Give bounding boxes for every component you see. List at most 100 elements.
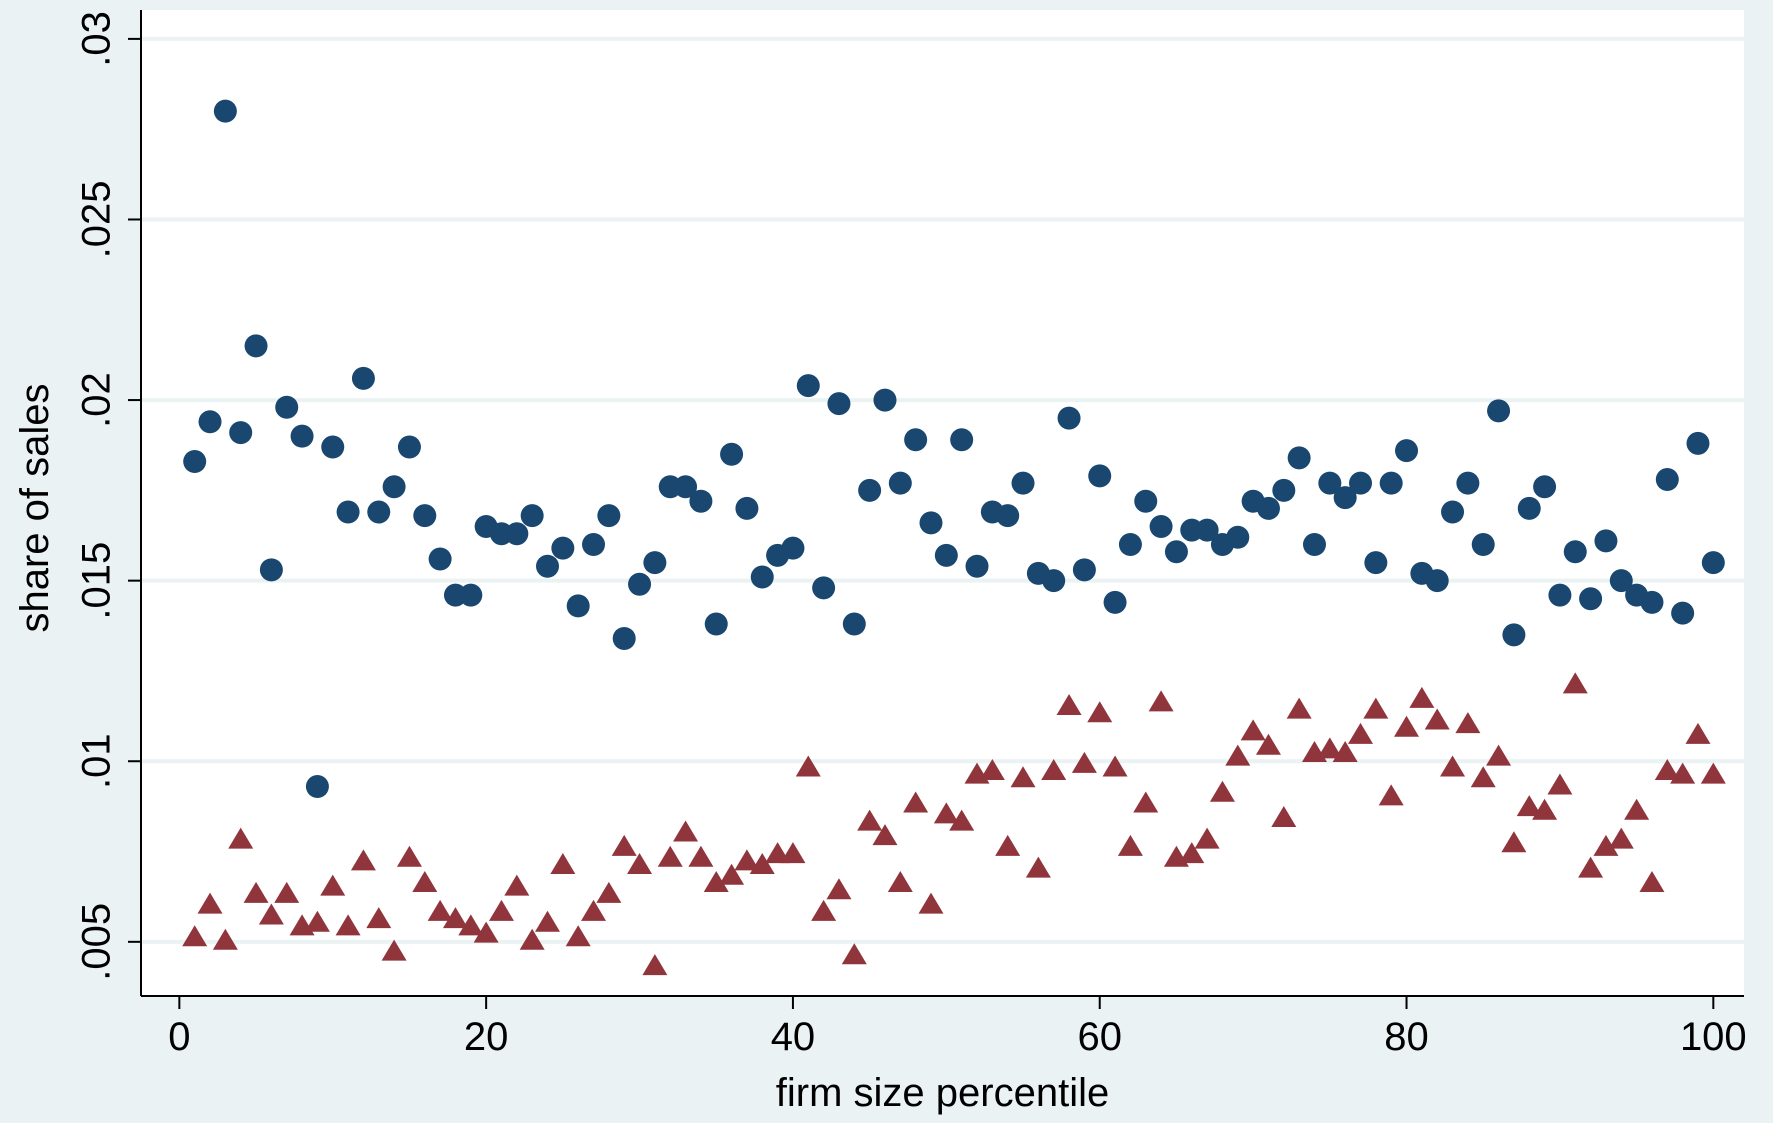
scatter-point-circle xyxy=(1548,583,1572,607)
scatter-point-circle xyxy=(1256,496,1280,520)
scatter-point-triangle xyxy=(1501,831,1527,853)
y-tick-label: .025 xyxy=(75,181,119,259)
scatter-point-circle xyxy=(551,536,575,560)
scatter-point-triangle xyxy=(1639,871,1665,893)
scatter-point-circle xyxy=(1579,587,1603,611)
scatter-point-circle xyxy=(904,428,928,452)
scatter-point-triangle xyxy=(611,834,637,856)
scatter-point-triangle xyxy=(350,849,376,871)
scatter-point-triangle xyxy=(504,874,530,896)
scatter-point-circle xyxy=(1640,590,1664,614)
scatter-point-circle xyxy=(305,775,329,799)
y-axis: .005 .01 .015 .02 .025 .03 xyxy=(75,10,142,996)
scatter-point-circle xyxy=(1563,540,1587,564)
scatter-point-circle xyxy=(397,435,421,459)
scatter-point-circle xyxy=(1502,623,1526,647)
scatter-point-circle xyxy=(919,511,943,535)
scatter-point-triangle xyxy=(918,892,944,914)
scatter-point-circle xyxy=(428,547,452,571)
scatter-point-circle xyxy=(321,435,345,459)
y-tick-label: .02 xyxy=(75,372,119,428)
scatter-point-triangle xyxy=(1685,722,1711,744)
scatter-point-triangle xyxy=(857,809,883,831)
scatter-point-circle xyxy=(720,442,744,466)
scatter-point-circle xyxy=(628,572,652,596)
scatter-point-triangle xyxy=(519,928,545,950)
scatter-point-circle xyxy=(351,366,375,390)
scatter-point-triangle xyxy=(473,921,499,943)
scatter-point-circle xyxy=(689,489,713,513)
scatter-point-triangle xyxy=(442,907,468,929)
scatter-point-triangle xyxy=(979,759,1005,781)
scatter-point-triangle xyxy=(903,791,929,813)
scatter-point-circle xyxy=(1318,471,1342,495)
scatter-point-triangle xyxy=(458,914,484,936)
scatter-point-triangle xyxy=(795,755,821,777)
scatter-point-triangle xyxy=(366,907,392,929)
scatter-point-circle xyxy=(1533,475,1557,499)
scatter-point-circle xyxy=(520,504,544,528)
scatter-point-circle xyxy=(950,428,974,452)
scatter-point-triangle xyxy=(949,809,975,831)
scatter-point-triangle xyxy=(1700,762,1726,784)
y-tick-label: .01 xyxy=(75,733,119,789)
scatter-point-circle xyxy=(413,504,437,528)
scatter-point-triangle xyxy=(488,899,514,921)
scatter-point-triangle xyxy=(1516,795,1542,817)
scatter-point-circle xyxy=(1364,551,1388,575)
scatter-point-triangle xyxy=(381,939,407,961)
scatter-point-triangle xyxy=(396,845,422,867)
scatter-point-circle xyxy=(1011,471,1035,495)
scatter-point-triangle xyxy=(228,827,254,849)
scatter-point-circle xyxy=(1487,399,1511,423)
scatter-point-triangle xyxy=(596,881,622,903)
scatter-point-triangle xyxy=(841,943,867,965)
scatter-point-triangle xyxy=(581,899,607,921)
scatter-point-triangle xyxy=(1593,834,1619,856)
scatter-point-triangle xyxy=(1087,701,1113,723)
scatter-point-triangle xyxy=(1348,722,1374,744)
scatter-point-triangle xyxy=(657,845,683,867)
scatter-point-triangle xyxy=(1240,719,1266,741)
scatter-point-circle xyxy=(750,565,774,589)
x-tick-label: 100 xyxy=(1680,1015,1747,1059)
scatter-point-circle xyxy=(812,576,836,600)
scatter-point-circle xyxy=(934,543,958,567)
scatter-point-circle xyxy=(536,554,560,578)
scatter-point-triangle xyxy=(1532,798,1558,820)
scatter-point-triangle xyxy=(1486,744,1512,766)
scatter-point-circle xyxy=(213,99,237,123)
scatter-point-circle xyxy=(735,496,759,520)
scatter-point-triangle xyxy=(182,925,208,947)
scatter-point-circle xyxy=(643,551,667,575)
scatter-point-circle xyxy=(1395,439,1419,463)
scatter-point-triangle xyxy=(243,881,269,903)
scatter-point-circle xyxy=(1057,406,1081,430)
scatter-point-circle xyxy=(858,478,882,502)
scatter-point-circle xyxy=(888,471,912,495)
scatter-point-circle xyxy=(1103,590,1127,614)
scatter-point-triangle xyxy=(933,802,959,824)
scatter-point-circle xyxy=(1701,551,1725,575)
marks-layer xyxy=(182,99,1726,976)
x-tick-label: 40 xyxy=(771,1015,816,1059)
scatter-point-circle xyxy=(1686,431,1710,455)
y-tick-label: .03 xyxy=(75,11,119,67)
scatter-point-circle xyxy=(367,500,391,524)
scatter-point-triangle xyxy=(1624,798,1650,820)
scatter-point-triangle xyxy=(1470,766,1496,788)
scatter-point-triangle xyxy=(780,842,806,864)
grid-layer xyxy=(141,36,1744,944)
scatter-point-circle xyxy=(704,612,728,636)
scatter-point-triangle xyxy=(1363,697,1389,719)
scatter-point-circle xyxy=(1118,533,1142,557)
x-tick-label: 80 xyxy=(1384,1015,1429,1059)
scatter-point-triangle xyxy=(1271,806,1297,828)
scatter-point-circle xyxy=(1302,533,1326,557)
scatter-point-triangle xyxy=(335,914,361,936)
scatter-point-circle xyxy=(1655,468,1679,492)
scatter-point-circle xyxy=(1379,471,1403,495)
scatter-point-circle xyxy=(336,500,360,524)
scatter-point-circle xyxy=(612,626,636,650)
scatter-point-triangle xyxy=(1424,708,1450,730)
